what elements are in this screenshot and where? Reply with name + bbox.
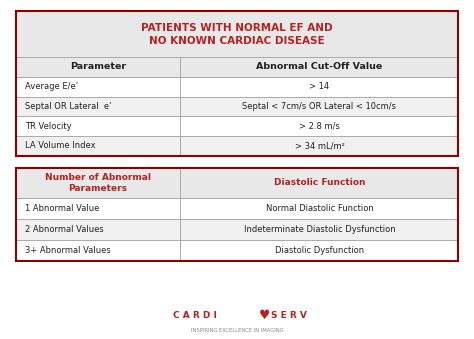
Text: > 2.8 m/s: > 2.8 m/s	[299, 122, 340, 131]
Text: S E R V: S E R V	[271, 311, 307, 320]
Text: > 14: > 14	[310, 82, 329, 92]
Text: C A R D I: C A R D I	[173, 311, 217, 320]
Text: INSPIRING EXCELLENCE IN IMAGING: INSPIRING EXCELLENCE IN IMAGING	[191, 328, 283, 333]
FancyBboxPatch shape	[16, 136, 458, 156]
FancyBboxPatch shape	[16, 240, 458, 261]
Text: ♥: ♥	[259, 309, 270, 322]
Text: Number of Abnormal
Parameters: Number of Abnormal Parameters	[45, 173, 151, 193]
Text: Average E/e’: Average E/e’	[25, 82, 78, 92]
Text: Abnormal Cut-Off Value: Abnormal Cut-Off Value	[256, 62, 383, 72]
Text: 1 Abnormal Value: 1 Abnormal Value	[25, 204, 100, 213]
Text: Septal OR Lateral  e’: Septal OR Lateral e’	[25, 102, 111, 111]
Text: 3+ Abnormal Values: 3+ Abnormal Values	[25, 246, 111, 255]
FancyBboxPatch shape	[16, 168, 458, 198]
Text: LA Volume Index: LA Volume Index	[25, 141, 96, 151]
Text: Diastolic Dysfunction: Diastolic Dysfunction	[275, 246, 364, 255]
FancyBboxPatch shape	[16, 77, 458, 97]
Text: > 34 mL/m²: > 34 mL/m²	[294, 141, 345, 151]
Text: Normal Diastolic Function: Normal Diastolic Function	[265, 204, 374, 213]
FancyBboxPatch shape	[16, 57, 458, 77]
Text: Diastolic Function: Diastolic Function	[273, 178, 365, 187]
FancyBboxPatch shape	[16, 198, 458, 219]
Text: Indeterminate Diastolic Dysfunction: Indeterminate Diastolic Dysfunction	[244, 225, 395, 234]
FancyBboxPatch shape	[16, 116, 458, 136]
Text: PATIENTS WITH NORMAL EF AND
NO KNOWN CARDIAC DISEASE: PATIENTS WITH NORMAL EF AND NO KNOWN CAR…	[141, 23, 333, 46]
Text: 2 Abnormal Values: 2 Abnormal Values	[25, 225, 104, 234]
Text: TR Velocity: TR Velocity	[25, 122, 72, 131]
Text: Septal < 7cm/s OR Lateral < 10cm/s: Septal < 7cm/s OR Lateral < 10cm/s	[243, 102, 396, 111]
FancyBboxPatch shape	[16, 97, 458, 116]
Text: Parameter: Parameter	[70, 62, 126, 72]
FancyBboxPatch shape	[16, 12, 458, 57]
FancyBboxPatch shape	[16, 219, 458, 240]
